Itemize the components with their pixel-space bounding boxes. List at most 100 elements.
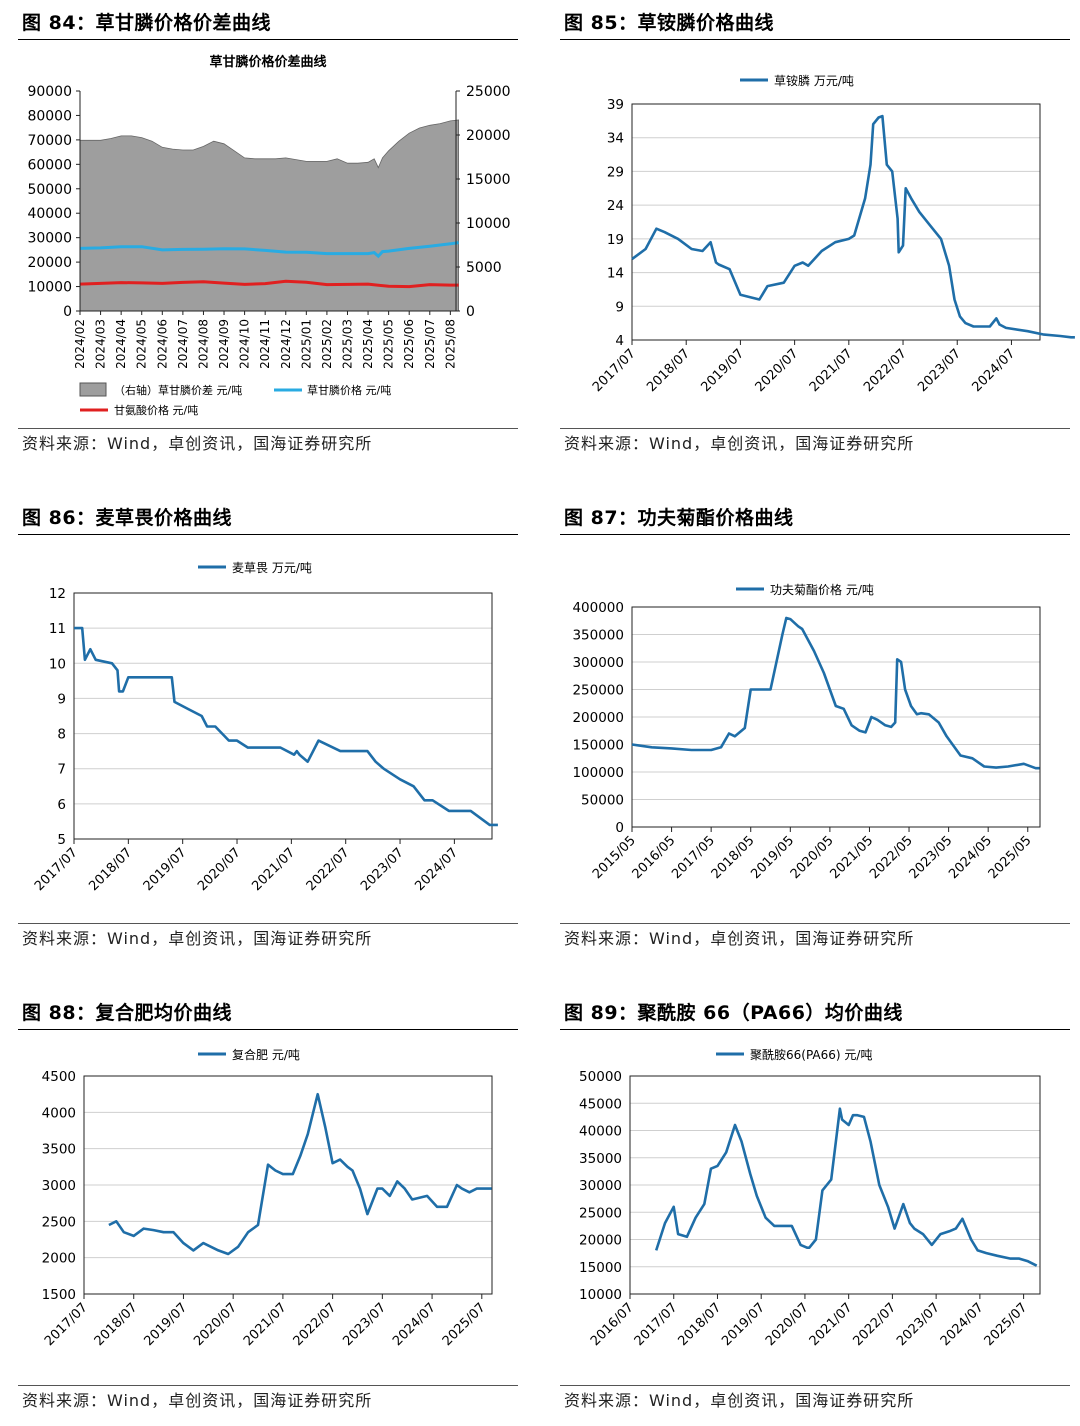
x-tick-label: 2025/04 (361, 319, 375, 369)
x-tick-label: 2022/07 (850, 1300, 899, 1349)
y-tick-label: 8 (57, 727, 66, 743)
legend-label: （右轴）草甘膦价差 元/吨 (114, 383, 242, 397)
y-tick-label: 11 (49, 621, 66, 637)
y-tick-label: 6 (57, 797, 66, 813)
x-tick-label: 2020/07 (753, 346, 802, 395)
y-tick-label: 4000 (42, 1105, 76, 1121)
right-y-tick-label: 25000 (466, 84, 511, 100)
y-tick-label: 350000 (572, 628, 624, 644)
figure-caption: 图 84：草甘膦价格价差曲线 (22, 12, 272, 34)
figure-89-panel: 图 89：聚酰胺 66（PA66）均价曲线 聚酰胺66(PA66) 元/吨 100… (560, 998, 1070, 1423)
x-tick-label: 2024/05 (135, 319, 149, 369)
series-line (79, 279, 459, 289)
y-tick-label: 14 (607, 266, 624, 282)
caption-rule (18, 39, 518, 40)
legend-label: 甘氨酸价格 元/吨 (114, 403, 198, 417)
source-rule (18, 1385, 518, 1386)
figure-caption: 图 87：功夫菊酯价格曲线 (564, 507, 794, 529)
plot-frame (631, 606, 1041, 828)
x-tick-label: 2024/07 (412, 845, 461, 894)
y-tick-label: 20000 (579, 1233, 622, 1249)
y-tick-label: 35000 (579, 1151, 622, 1167)
caption-rule (18, 534, 518, 535)
source-note: 资料来源：Wind，卓创资讯，国海证券研究所 (22, 929, 373, 948)
series-line (74, 626, 498, 827)
chart-85-glufosinate-price: 草铵膦 万元/吨 4 9 14 19 24 29 34 39 2017/07 2018/07 2019… (590, 73, 1075, 395)
x-tick-label: 2022/07 (861, 346, 910, 395)
chart-87-cyhalothrin-price: 功夫菊酯价格 元/吨 0 50000 100000 150000 200000 250000… (572, 582, 1041, 882)
source-note: 资料来源：Wind，卓创资讯，国海证券研究所 (564, 929, 915, 948)
left-y-tick-label: 60000 (27, 157, 72, 173)
x-tick-label: 2024/11 (258, 319, 272, 369)
x-tick-label: 2018/07 (92, 1300, 141, 1349)
left-y-tick-label: 80000 (27, 108, 72, 124)
x-tick-label: 2020/07 (191, 1300, 240, 1349)
legend-label: 草铵膦 万元/吨 (774, 73, 854, 88)
x-tick-label: 2021/07 (807, 1300, 856, 1349)
y-tick-label: 300000 (572, 655, 624, 671)
left-y-tick-label: 90000 (27, 84, 72, 100)
figure-88-panel: 图 88：复合肥均价曲线 复合肥 元/吨 1500 2000 2500 3000 3500… (18, 998, 518, 1423)
source-note: 资料来源：Wind，卓创资讯，国海证券研究所 (22, 434, 373, 453)
x-tick-label: 2025/03 (340, 319, 354, 369)
y-tick-label: 1500 (42, 1287, 76, 1303)
y-tick-label: 3000 (42, 1178, 76, 1194)
source-rule (18, 923, 518, 924)
legend-label: 复合肥 元/吨 (232, 1047, 300, 1062)
y-tick-label: 4 (615, 333, 624, 349)
source-note: 资料来源：Wind，卓创资讯，国海证券研究所 (564, 434, 915, 453)
x-tick-label: 2018/07 (86, 845, 135, 894)
left-y-tick-label: 50000 (27, 182, 72, 198)
figure-caption: 图 88：复合肥均价曲线 (22, 1002, 233, 1024)
y-tick-label: 0 (615, 820, 624, 836)
y-tick-label: 400000 (572, 600, 624, 616)
source-rule (560, 1385, 1070, 1386)
series-line (654, 1107, 1038, 1267)
x-tick-label: 2021/07 (241, 1300, 290, 1349)
legend-label: 草甘膦价格 元/吨 (307, 383, 391, 397)
left-y-tick-label: 0 (63, 304, 72, 320)
x-tick-label: 2024/07 (176, 319, 190, 369)
x-tick-label: 2017/07 (632, 1300, 681, 1349)
plot-frame (629, 1075, 1041, 1295)
x-tick-label: 2023/07 (340, 1300, 389, 1349)
x-tick-label: 2018/07 (644, 346, 693, 395)
x-tick-label: 2018/07 (675, 1300, 724, 1349)
chart-86-dicamba-price: 麦草畏 万元/吨 5 6 7 8 9 10 11 12 2017/07 2018/07 2019/07… (32, 561, 498, 894)
x-tick-label: 2024/06 (155, 319, 169, 369)
y-tick-label: 50000 (579, 1069, 622, 1085)
chart-89-pa66-price: 聚酰胺66(PA66) 元/吨 10000 15000 20000 25000 30000… (579, 1048, 1041, 1349)
chart-88-compound-fertilizer-price: 复合肥 元/吨 1500 2000 2500 3000 3500 4000 4500 2017/… (42, 1047, 493, 1349)
plot-frame (83, 1075, 493, 1295)
x-tick-label: 2025/01 (299, 319, 313, 369)
figure-caption: 图 86：麦草畏价格曲线 (22, 507, 233, 529)
x-tick-label: 2024/09 (217, 319, 231, 369)
legend-label: 功夫菊酯价格 元/吨 (770, 582, 874, 597)
x-tick-label: 2021/07 (807, 346, 856, 395)
chart-84-glyphosate-spread: 草甘膦价格价差曲线0100002000030000400005000060000… (27, 54, 511, 417)
x-tick-label: 2024/10 (238, 319, 252, 369)
x-tick-label: 2019/07 (141, 1300, 190, 1349)
x-tick-label: 2024/07 (390, 1300, 439, 1349)
series-line (108, 1092, 492, 1256)
x-tick-label: 2025/07 (982, 1300, 1031, 1349)
x-tick-label: 2019/07 (719, 1300, 768, 1349)
legend-swatch-area (79, 382, 107, 397)
left-y-tick-label: 30000 (27, 231, 72, 247)
x-tick-label: 2025/07 (423, 319, 437, 369)
x-tick-label: 2017/07 (590, 346, 639, 395)
x-tick-label: 2019/07 (698, 346, 747, 395)
series-area-spread (79, 119, 459, 312)
caption-rule (18, 1029, 518, 1030)
y-tick-label: 15000 (579, 1260, 622, 1276)
right-y-tick-label: 5000 (466, 260, 502, 276)
x-tick-label: 2024/08 (196, 319, 210, 369)
y-tick-label: 34 (607, 131, 624, 147)
y-tick-label: 39 (607, 97, 624, 113)
series-line (79, 241, 459, 259)
plot-frame (73, 592, 493, 840)
y-tick-label: 45000 (579, 1096, 622, 1112)
x-tick-label: 2025/06 (402, 319, 416, 369)
x-tick-label: 2023/07 (915, 346, 964, 395)
right-y-tick-label: 15000 (466, 172, 511, 188)
